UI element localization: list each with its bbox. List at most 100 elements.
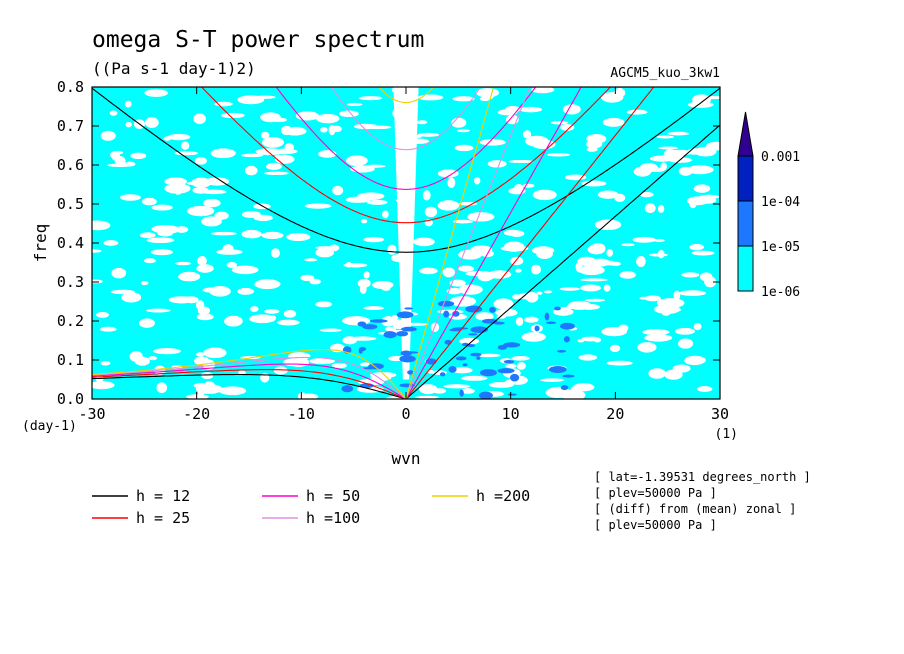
annotation-line: [ (diff) from (mean) zonal ] [594, 502, 796, 516]
contour-gap [174, 261, 192, 266]
contour-gap [603, 284, 611, 292]
contour-gap [315, 248, 334, 258]
contour-gap [639, 191, 654, 198]
contour-gap [595, 219, 622, 231]
contour-gap [238, 370, 246, 375]
contour-gap [568, 300, 592, 310]
contour-gap [201, 216, 222, 227]
contour-gap [146, 308, 171, 313]
contour-gap [572, 383, 595, 392]
contour-patch [401, 326, 417, 332]
dispersion-curve [92, 349, 407, 399]
contour-gap [320, 127, 328, 133]
contour-patch [465, 305, 483, 313]
contour-gap [493, 298, 514, 310]
legend-label: h = 12 [136, 487, 190, 505]
y-unit-label: (day-1) [22, 419, 77, 434]
x-tick-label: -20 [183, 405, 210, 423]
y-tick-label: 0.8 [57, 78, 84, 96]
contour-patch [556, 349, 567, 353]
contour-patch [560, 322, 575, 330]
contour-gap [678, 166, 693, 176]
contour-gap [664, 369, 683, 380]
contour-gap [110, 289, 135, 295]
contour-gap [203, 198, 221, 208]
contour-gap [633, 166, 652, 177]
contour-gap [237, 287, 254, 295]
contour-gap [138, 318, 155, 328]
contour-gap [416, 120, 428, 125]
contour-gap [363, 271, 370, 279]
contour-gap [505, 364, 517, 369]
x-tick-label: -30 [78, 405, 105, 423]
contour-gap [495, 308, 518, 317]
dispersion-curve [92, 369, 407, 399]
contour-gap [562, 104, 581, 115]
annotation-line: [ plev=50000 Pa ] [594, 518, 717, 532]
contour-gap [195, 384, 223, 394]
contour-gap [560, 124, 575, 131]
contour-gap [121, 292, 142, 303]
contour-gap [687, 101, 714, 108]
contour-gap [648, 368, 666, 379]
dispersion-curve [405, 87, 531, 399]
contour-gap [413, 237, 435, 247]
contour-gap [510, 256, 524, 266]
contour-gap [704, 276, 717, 288]
x-tick-label: 20 [606, 405, 624, 423]
contour-patch [534, 325, 540, 332]
contour-patch [369, 319, 388, 323]
contour-gap [263, 171, 290, 176]
annotation-block: [ lat=-1.39531 degrees_north ] [ plev=500… [594, 470, 811, 532]
contour-patch [497, 368, 515, 374]
contour-gap [693, 322, 702, 331]
contour-gap [531, 264, 542, 275]
contour-gap [92, 249, 102, 253]
contour-gap [689, 198, 697, 209]
contour-gap [197, 306, 211, 316]
contour-gap [642, 329, 670, 336]
contour-gap [319, 328, 342, 332]
contour-gap [221, 112, 245, 119]
contour-gap [286, 233, 311, 242]
contour-gap [586, 133, 607, 144]
contour-gap [479, 96, 490, 102]
contour-gap [460, 388, 475, 394]
contour-gap [144, 89, 168, 97]
contour-gap [141, 197, 157, 206]
run-label: AGCM5_kuo_3kw1 [610, 66, 720, 81]
contour-gap [331, 362, 347, 369]
contour-patch [407, 370, 415, 375]
colorbar-segment [737, 155, 754, 202]
contour-gap [148, 356, 158, 361]
contour-gap [167, 133, 191, 141]
contour-gap [153, 348, 181, 355]
contour-gap [144, 117, 159, 128]
contour-gap [519, 106, 543, 113]
contour-patch [480, 369, 497, 377]
contour-gap [273, 366, 288, 375]
contour-gap [270, 248, 280, 258]
contour-gap [360, 219, 368, 224]
contour-gap [639, 296, 648, 300]
contour-gap [667, 131, 690, 136]
contour-gap [540, 378, 565, 382]
contour-gap [457, 129, 470, 133]
contour-gap [691, 250, 715, 256]
contour-gap [139, 232, 156, 239]
contour-gap [231, 265, 259, 275]
contour-patch [455, 356, 467, 361]
contour-gap [443, 384, 471, 389]
contour-gap [119, 194, 141, 201]
contour-gap [338, 110, 359, 118]
contour-patch [459, 389, 464, 397]
contour-gap [419, 384, 438, 395]
contour-gap [454, 144, 474, 152]
contour-gap [181, 141, 190, 150]
contour-gap [482, 275, 495, 280]
contour-gap [92, 279, 103, 284]
contour-gap [223, 315, 243, 327]
contour-gap [644, 295, 661, 302]
contour-gap [168, 296, 195, 304]
contour-gap [578, 265, 605, 276]
